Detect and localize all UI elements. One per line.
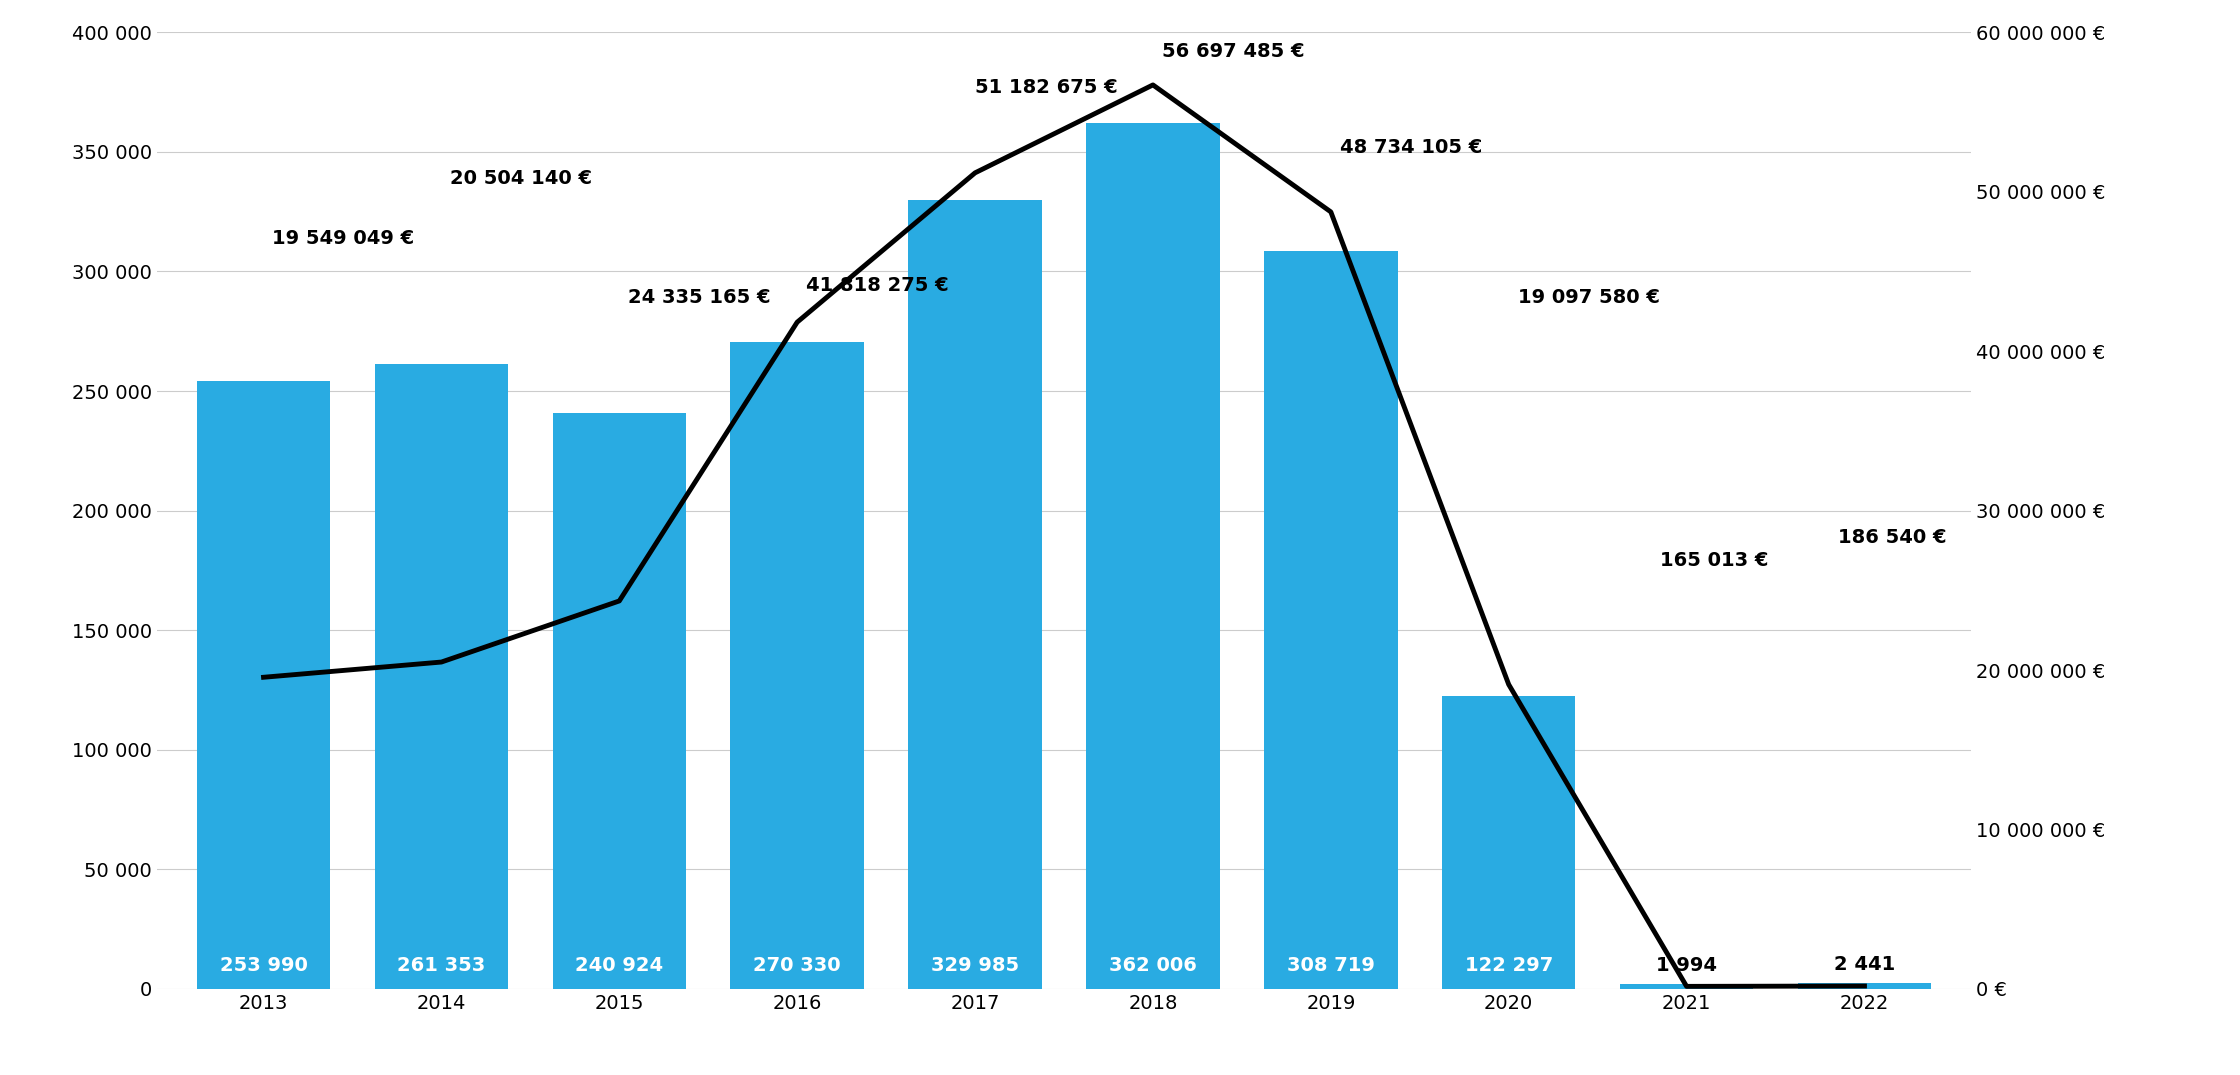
Bar: [1263, 250, 1398, 989]
Text: 308 719: 308 719: [1288, 956, 1375, 975]
Bar: [1620, 985, 1754, 989]
Text: 41 818 275 €: 41 818 275 €: [806, 276, 950, 296]
Text: 261 353: 261 353: [396, 956, 486, 975]
Text: 1 994: 1 994: [1655, 956, 1718, 975]
Text: 165 013 €: 165 013 €: [1660, 551, 1767, 571]
Bar: [909, 200, 1042, 989]
Text: 2 441: 2 441: [1835, 955, 1895, 974]
Text: 329 985: 329 985: [932, 956, 1019, 975]
Text: 19 097 580 €: 19 097 580 €: [1519, 288, 1660, 307]
Bar: [1443, 697, 1575, 989]
Text: 122 297: 122 297: [1465, 956, 1552, 975]
Text: 240 924: 240 924: [576, 956, 663, 975]
Text: 362 006: 362 006: [1109, 956, 1196, 975]
Bar: [1799, 984, 1931, 989]
Text: 24 335 165 €: 24 335 165 €: [627, 288, 771, 307]
Bar: [1086, 124, 1219, 989]
Text: 253 990: 253 990: [220, 956, 307, 975]
Text: 19 549 049 €: 19 549 049 €: [273, 229, 414, 247]
Bar: [730, 343, 865, 989]
Text: 20 504 140 €: 20 504 140 €: [450, 169, 591, 188]
Text: 48 734 105 €: 48 734 105 €: [1340, 138, 1483, 157]
Bar: [374, 363, 508, 989]
Text: 56 697 485 €: 56 697 485 €: [1163, 42, 1304, 61]
Bar: [553, 413, 685, 989]
Text: 51 182 675 €: 51 182 675 €: [974, 77, 1118, 97]
Text: 186 540 €: 186 540 €: [1837, 528, 1947, 546]
Text: 270 330: 270 330: [753, 956, 840, 975]
Bar: [197, 382, 329, 989]
